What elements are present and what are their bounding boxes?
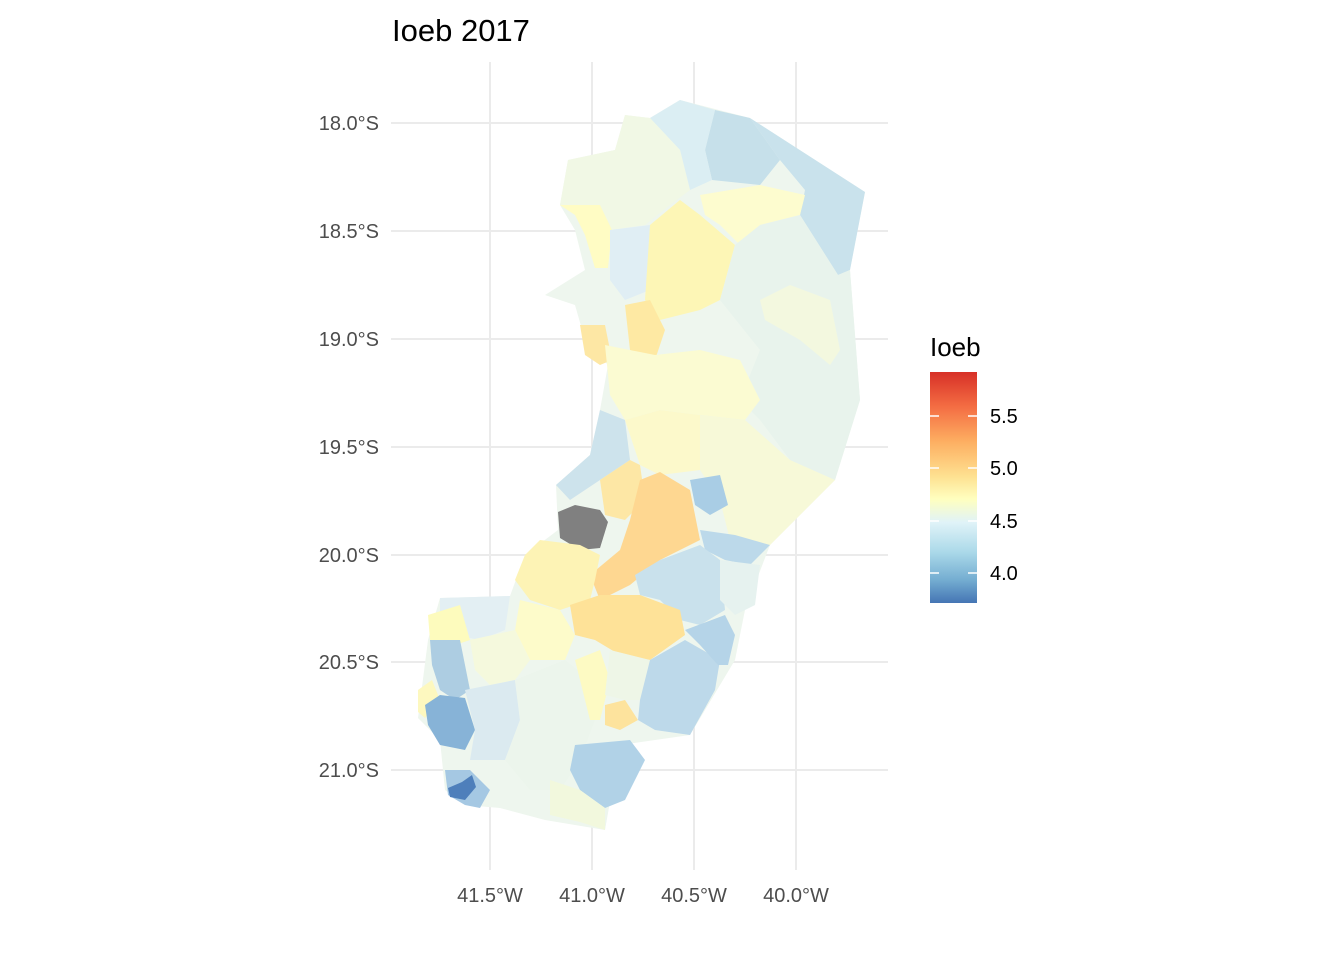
region-yellow-center <box>605 345 760 420</box>
region-north-top <box>705 110 780 185</box>
region-orange-south-small <box>605 700 638 730</box>
x-axis: 41.5°W 41.0°W 40.5°W 40.0°W <box>457 885 829 907</box>
region-na <box>558 505 608 550</box>
region-north-top-west <box>650 100 715 190</box>
x-tick-label: 40.5°W <box>661 885 727 907</box>
choropleth <box>418 100 865 830</box>
y-axis: 18.0°S 18.5°S 19.0°S 19.5°S 20.0°S 20.5°… <box>319 113 379 782</box>
region-blue-south-east <box>638 640 720 735</box>
legend: Ioeb 5.5 5.0 4.5 4.0 <box>930 332 1018 603</box>
y-tick-label: 20.0°S <box>319 545 379 567</box>
region-blue-east-small <box>690 475 728 515</box>
legend-colorbar <box>930 372 977 603</box>
region-yellow-west-top <box>560 205 612 268</box>
legend-title: Ioeb <box>930 332 981 362</box>
region-northeast <box>750 118 865 275</box>
y-tick-label: 21.0°S <box>319 760 379 782</box>
region-yellow-west-strip <box>418 680 440 718</box>
y-tick-label: 20.5°S <box>319 652 379 674</box>
region-blue-east-central <box>635 545 725 625</box>
region-blue-southernmost <box>570 740 645 808</box>
region-east-large <box>720 215 860 480</box>
region-yellow-south-west <box>515 600 575 660</box>
region-yellow-east-mid <box>700 415 835 545</box>
region-light-east <box>720 560 760 615</box>
region-orange-center-1 <box>625 300 665 360</box>
y-tick-label: 19.0°S <box>319 329 379 351</box>
legend-ticks <box>930 415 977 574</box>
region-light-yellow-southernmost <box>550 780 605 830</box>
region-light-blue-west-mid <box>556 410 630 500</box>
map-title: Ioeb 2017 <box>392 13 530 48</box>
legend-label: 5.5 <box>990 406 1018 428</box>
region-orange-south <box>570 595 685 660</box>
region-dark-blue-south <box>448 775 476 800</box>
region-yellow-mid <box>625 410 700 475</box>
region-blue-east-coast <box>700 530 770 565</box>
region-orange-west-1 <box>580 325 612 365</box>
region-orange-central-large <box>590 472 700 600</box>
region-light-yellow-west <box>470 630 530 685</box>
x-tick-label: 41.0°W <box>559 885 625 907</box>
x-tick-label: 41.5°W <box>457 885 523 907</box>
region-blue-coast-south <box>685 615 735 665</box>
region-light-blue-southwest <box>465 680 520 760</box>
region-yellow-west-large <box>515 540 600 610</box>
x-tick-label: 40.0°W <box>763 885 829 907</box>
y-tick-label: 19.5°S <box>319 437 379 459</box>
region-blue-southwest <box>425 695 475 750</box>
legend-label: 5.0 <box>990 458 1018 480</box>
region-yellow-south-center <box>575 650 610 720</box>
y-tick-label: 18.0°S <box>319 113 379 135</box>
region-yellow-center-north <box>645 200 735 320</box>
region-blue-far-west <box>430 640 470 700</box>
y-tick-label: 18.5°S <box>319 221 379 243</box>
region-light-blue-mid-north <box>610 225 655 300</box>
region-east-light-yellow <box>760 285 840 365</box>
region-yellow-north <box>700 185 805 245</box>
region-yellow-far-west <box>428 605 470 645</box>
legend-label: 4.5 <box>990 511 1018 533</box>
region-north-light <box>560 115 690 230</box>
legend-label: 4.0 <box>990 563 1018 585</box>
